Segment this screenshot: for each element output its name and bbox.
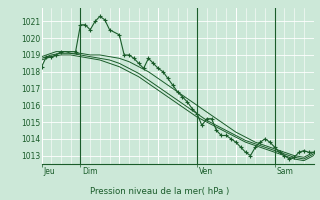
Text: Dim: Dim (82, 167, 98, 176)
Text: Ven: Ven (199, 167, 213, 176)
Text: Sam: Sam (276, 167, 293, 176)
Text: Jeu: Jeu (43, 167, 55, 176)
Text: Pression niveau de la mer( hPa ): Pression niveau de la mer( hPa ) (90, 187, 230, 196)
